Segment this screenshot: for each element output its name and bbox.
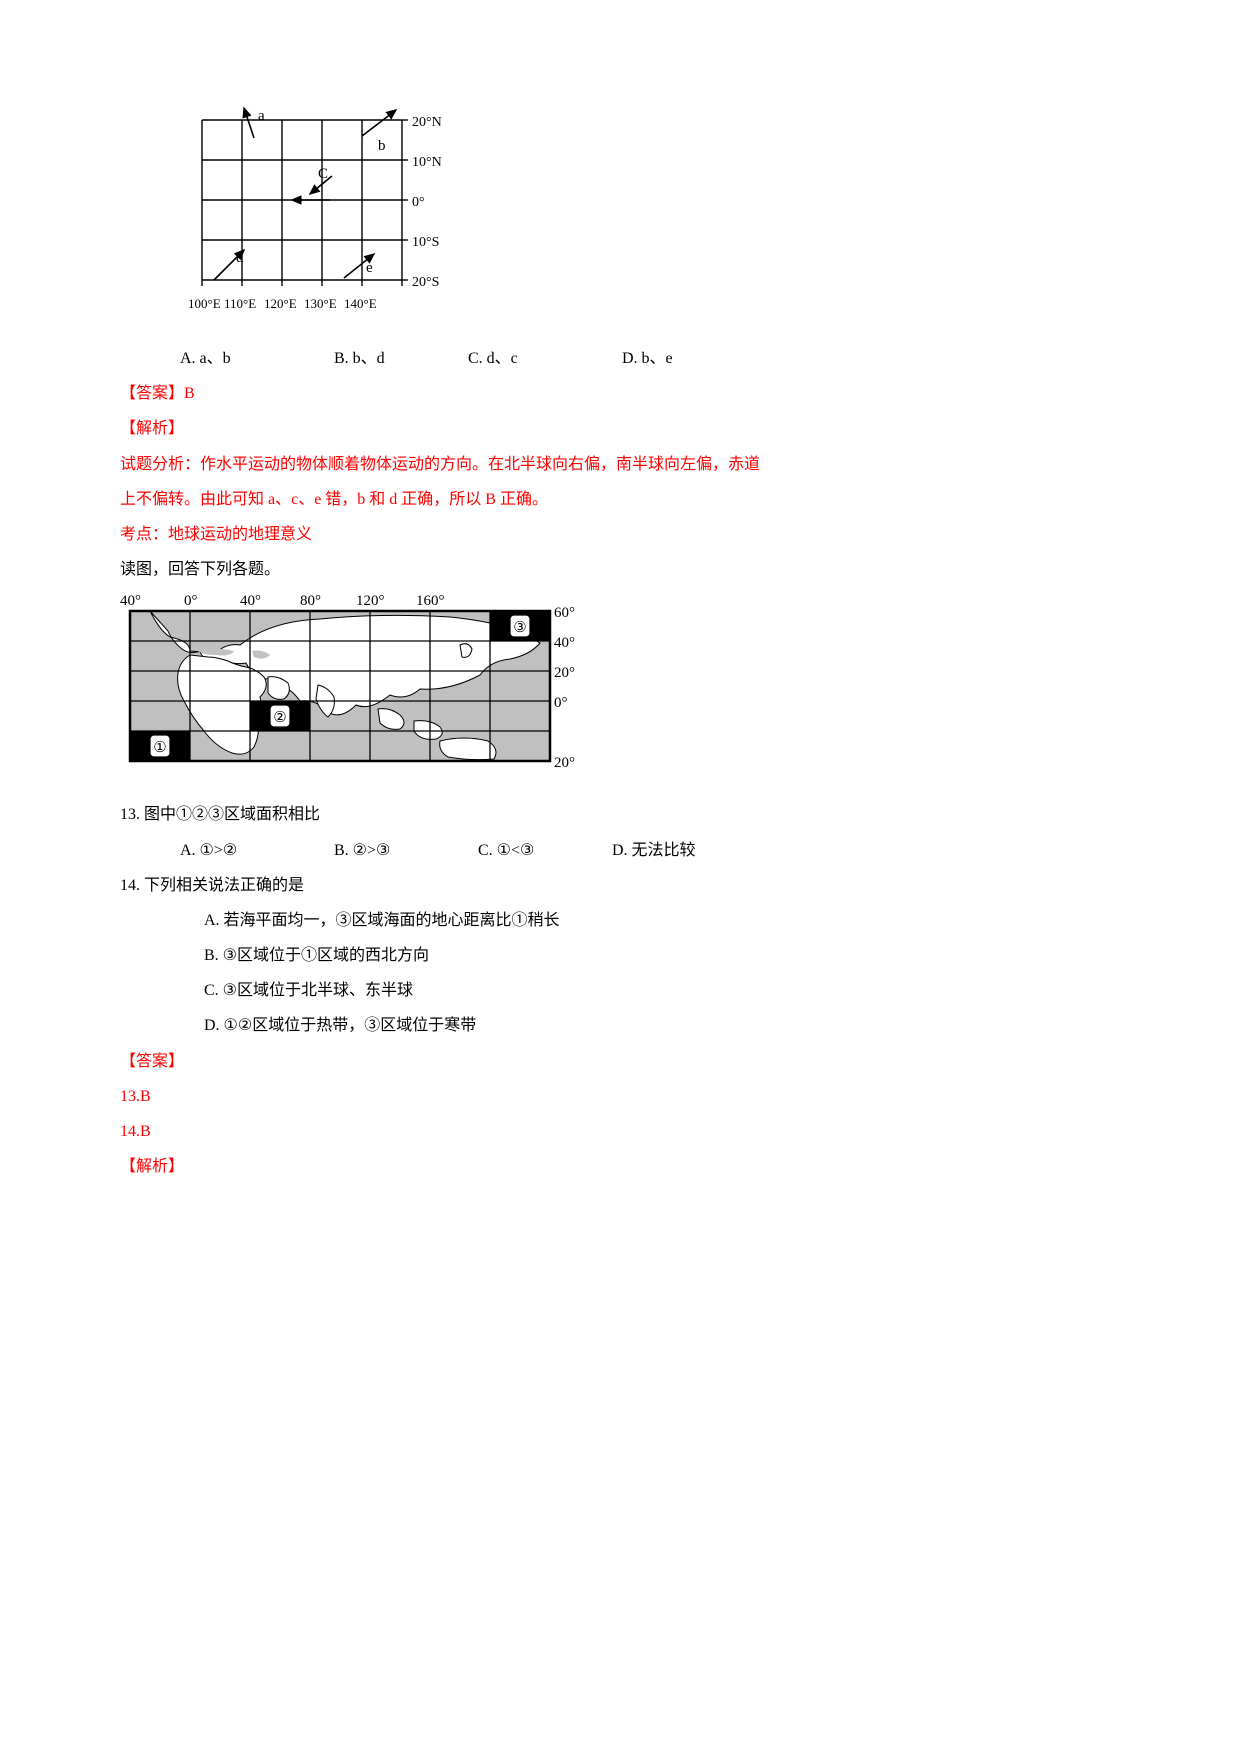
svg-text:①: ① bbox=[153, 740, 166, 756]
choices-q12: A. a、b B. b、d C. d、c D. b、e bbox=[120, 341, 1120, 376]
choice-a: A. a、b bbox=[180, 341, 330, 376]
ans-14: 14.B bbox=[120, 1114, 1120, 1149]
q13-text: 13. 图中①②③区域面积相比 bbox=[120, 797, 1120, 832]
svg-text:10°N: 10°N bbox=[412, 155, 442, 170]
ans-13: 13.B bbox=[120, 1079, 1120, 1114]
topic-1: 考点：地球运动的地理意义 bbox=[120, 517, 1120, 552]
svg-text:40°: 40° bbox=[554, 635, 575, 651]
q14-choice-d: D. ①②区域位于热带，③区域位于寒带 bbox=[120, 1008, 1120, 1043]
svg-text:d: d bbox=[236, 250, 244, 266]
svg-text:120°: 120° bbox=[356, 593, 385, 609]
q14-text: 14. 下列相关说法正确的是 bbox=[120, 868, 1120, 903]
analysis-label-1: 【解析】 bbox=[120, 411, 1120, 446]
svg-text:40°: 40° bbox=[240, 593, 261, 609]
answer-2-label: 【答案】 bbox=[120, 1044, 1120, 1079]
svg-text:40°: 40° bbox=[120, 593, 141, 609]
q13-choice-a: A. ①>② bbox=[180, 833, 330, 868]
choice-c: C. d、c bbox=[468, 341, 618, 376]
svg-text:0°: 0° bbox=[184, 593, 198, 609]
page-content: 20°N 10°N 0° 10°S 20°S 100°E110°E 120°E 130°E 14… bbox=[0, 0, 1240, 1244]
svg-text:③: ③ bbox=[513, 620, 526, 636]
svg-text:10°S: 10°S bbox=[412, 235, 439, 250]
svg-text:100°E: 100°E bbox=[188, 296, 221, 311]
coriolis-diagram: 20°N 10°N 0° 10°S 20°S 100°E110°E 120°E 130°E 14… bbox=[162, 100, 462, 335]
svg-text:20°N: 20°N bbox=[412, 115, 442, 130]
svg-text:e: e bbox=[366, 260, 373, 276]
svg-text:140°E: 140°E bbox=[344, 296, 377, 311]
svg-text:②: ② bbox=[273, 710, 286, 726]
diagram-1-container: 20°N 10°N 0° 10°S 20°S 100°E110°E 120°E 130°E 14… bbox=[120, 100, 1120, 335]
q13-choice-b: B. ②>③ bbox=[334, 833, 474, 868]
svg-text:C: C bbox=[318, 166, 328, 182]
choice-d: D. b、e bbox=[622, 341, 673, 376]
svg-text:130°E: 130°E bbox=[304, 296, 337, 311]
svg-text:110°E: 110°E bbox=[224, 296, 256, 311]
choice-b: B. b、d bbox=[334, 341, 464, 376]
q14-choice-c: C. ③区域位于北半球、东半球 bbox=[120, 973, 1120, 1008]
choices-q13: A. ①>② B. ②>③ C. ①<③ D. 无法比较 bbox=[120, 833, 1120, 868]
svg-text:80°: 80° bbox=[300, 593, 321, 609]
intro-2: 读图，回答下列各题。 bbox=[120, 552, 1120, 587]
svg-text:b: b bbox=[378, 138, 386, 154]
svg-text:20°: 20° bbox=[554, 665, 575, 681]
svg-text:120°E: 120°E bbox=[264, 296, 297, 311]
svg-text:20°S: 20°S bbox=[412, 275, 439, 290]
svg-text:60°: 60° bbox=[554, 605, 575, 621]
q13-choice-d: D. 无法比较 bbox=[612, 833, 696, 868]
svg-text:20°: 20° bbox=[554, 755, 575, 771]
analysis-label-2: 【解析】 bbox=[120, 1149, 1120, 1184]
q14-choice-b: B. ③区域位于①区域的西北方向 bbox=[120, 938, 1120, 973]
svg-text:a: a bbox=[258, 108, 265, 124]
answer-1: 【答案】B bbox=[120, 376, 1120, 411]
svg-text:0°: 0° bbox=[554, 695, 568, 711]
analysis-1-line2: 上不偏转。由此可知 a、c、e 错，b 和 d 正确，所以 B 正确。 bbox=[120, 482, 1120, 517]
q14-choice-a: A. 若海平面均一，③区域海面的地心距离比①稍长 bbox=[120, 903, 1120, 938]
q13-choice-c: C. ①<③ bbox=[478, 833, 608, 868]
analysis-1-line1: 试题分析：作水平运动的物体顺着物体运动的方向。在北半球向右偏，南半球向左偏，赤道 bbox=[120, 447, 1120, 482]
world-map-diagram: ① ② ③ 40° 0° 40° 80° 120° 160° 60° 40° 20° 0° 20° bbox=[120, 591, 590, 791]
svg-text:160°: 160° bbox=[416, 593, 445, 609]
svg-text:0°: 0° bbox=[412, 195, 425, 210]
diagram-2-container: ① ② ③ 40° 0° 40° 80° 120° 160° 60° 40° 20° 0° 20° bbox=[120, 591, 1120, 791]
